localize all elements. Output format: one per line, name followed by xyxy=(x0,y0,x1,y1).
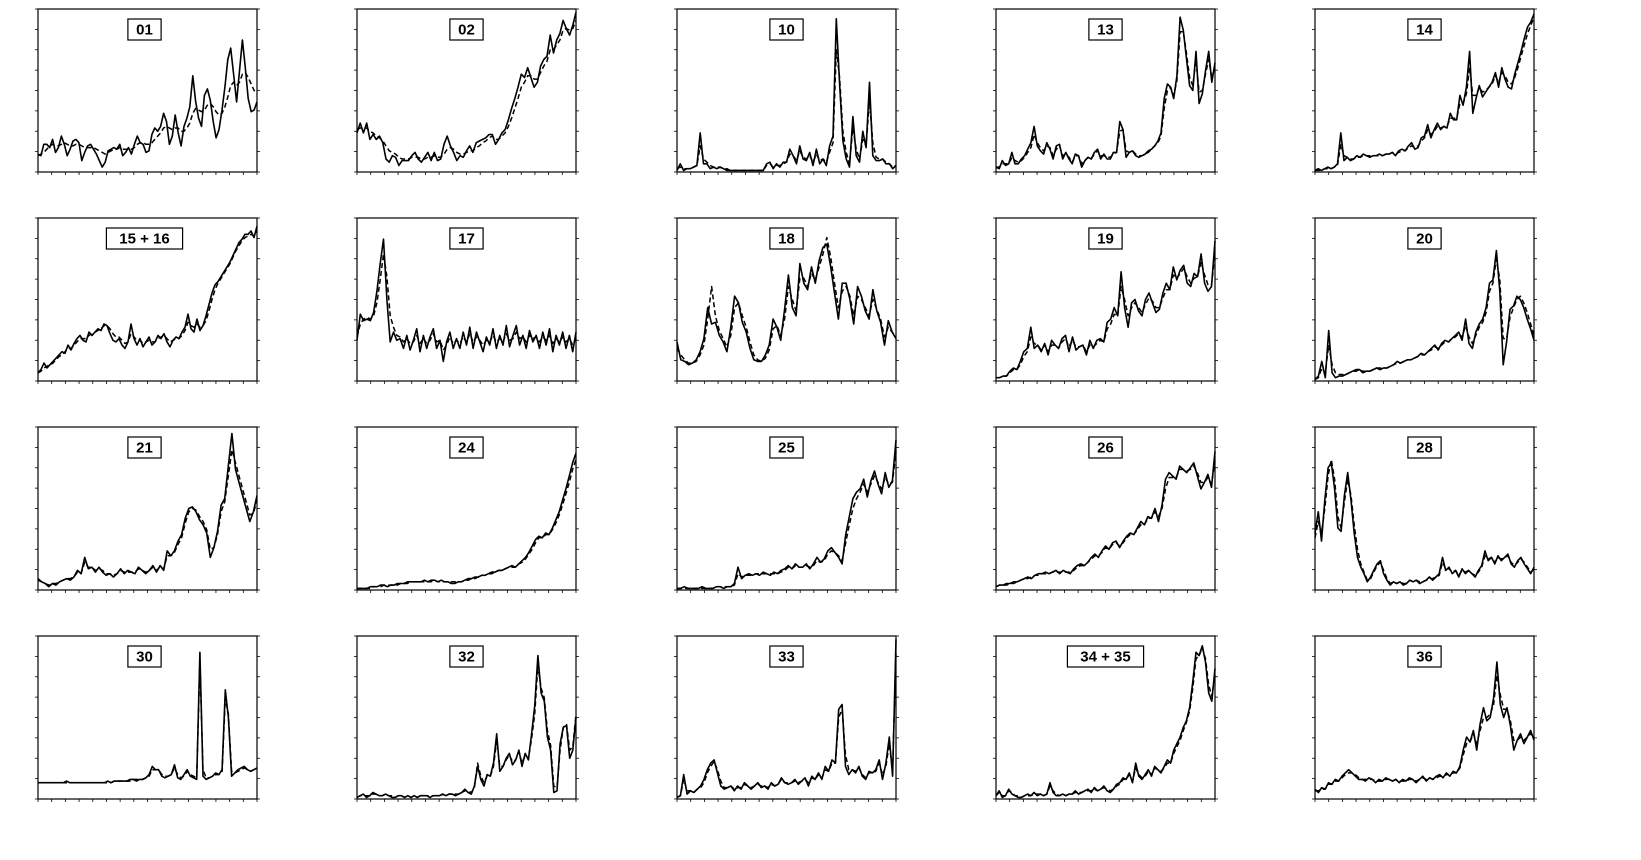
panel-label-box xyxy=(1088,18,1123,41)
chart-panel: 24 xyxy=(354,426,579,593)
chart-panel: 28 xyxy=(1312,426,1537,593)
series-line-dashed xyxy=(356,20,577,160)
chart-panel: 13 xyxy=(993,8,1218,175)
chart-panel: 33 xyxy=(674,635,899,802)
series-line-solid xyxy=(1314,13,1535,172)
panel-label: 32 xyxy=(458,649,475,666)
series-line-dashed xyxy=(1314,258,1535,381)
panel-label: 28 xyxy=(1416,440,1433,457)
series-line-dashed xyxy=(356,253,577,351)
series-line-solid xyxy=(995,451,1216,588)
panel-label: 25 xyxy=(778,440,795,457)
chart-panel: 25 xyxy=(674,426,899,593)
panel-label-box xyxy=(769,436,804,459)
chart-panel: 20 xyxy=(1312,217,1537,384)
panel-label: 36 xyxy=(1416,649,1433,666)
panel-label-box xyxy=(449,436,484,459)
series-line-dashed xyxy=(1315,674,1535,792)
panel-label: 13 xyxy=(1097,22,1114,39)
panel-label-box xyxy=(1407,645,1442,668)
panel-label: 19 xyxy=(1097,231,1114,248)
panel-label-box xyxy=(769,645,804,668)
panel-label-box xyxy=(769,18,804,41)
panel-label: 15 + 16 xyxy=(119,231,169,248)
series-line-dashed xyxy=(995,646,1216,799)
series-line-dashed xyxy=(996,31,1216,168)
series-line-solid xyxy=(356,238,577,363)
series-line-solid xyxy=(676,243,897,366)
panel-label-box xyxy=(449,227,484,250)
series-line-dashed xyxy=(677,451,897,590)
series-line-solid xyxy=(357,452,577,590)
chart-panel: 10 xyxy=(674,8,899,175)
panel-label-box xyxy=(127,645,162,668)
series-line-dashed xyxy=(37,71,258,157)
series-line-dashed xyxy=(676,49,897,172)
chart-panel: 01 xyxy=(35,8,260,175)
panel-label: 24 xyxy=(458,440,475,457)
chart-panel: 17 xyxy=(354,217,579,384)
panel-label: 18 xyxy=(778,231,795,248)
panel-label: 17 xyxy=(458,231,475,248)
panel-label-box xyxy=(1088,227,1123,250)
chart-panel: 14 xyxy=(1312,8,1537,175)
chart-panel: 34 + 35 xyxy=(993,635,1218,802)
chart-panel: 32 xyxy=(354,635,579,802)
chart-panel: 26 xyxy=(993,426,1218,593)
series-line-solid xyxy=(37,225,258,374)
panel-label-box xyxy=(769,227,804,250)
series-line-solid xyxy=(356,12,577,167)
chart-panel: 30 xyxy=(35,635,260,802)
panel-label: 20 xyxy=(1416,231,1433,248)
series-line-solid xyxy=(37,432,258,588)
series-line-dashed xyxy=(996,253,1216,379)
series-line-dashed xyxy=(1315,16,1535,172)
panel-label-box xyxy=(449,18,484,41)
panel-label: 21 xyxy=(136,440,153,457)
panel-label-box xyxy=(1088,436,1123,459)
panel-label-box xyxy=(127,436,162,459)
series-line-dashed xyxy=(995,461,1216,588)
series-line-dashed xyxy=(676,236,897,364)
panel-label: 26 xyxy=(1097,440,1114,457)
panel-label-box xyxy=(127,18,162,41)
panel-label: 02 xyxy=(458,22,475,39)
panel-label: 10 xyxy=(778,22,795,39)
panel-label-box xyxy=(105,227,184,250)
panel-label: 30 xyxy=(136,649,153,666)
panel-label-box xyxy=(1407,18,1442,41)
panel-label: 33 xyxy=(778,649,795,666)
panel-label-box xyxy=(1066,645,1145,668)
chart-panel: 21 xyxy=(35,426,260,593)
series-line-dashed xyxy=(357,459,577,590)
panel-label: 01 xyxy=(136,22,153,39)
series-line-dashed xyxy=(37,449,258,586)
panel-label: 14 xyxy=(1416,22,1433,39)
panel-label-box xyxy=(1407,227,1442,250)
series-line-dashed xyxy=(356,664,577,799)
series-line-dashed xyxy=(38,661,257,784)
series-line-solid xyxy=(37,39,258,168)
chart-panel: 02 xyxy=(354,8,579,175)
chart-panel: 15 + 16 xyxy=(35,217,260,384)
series-line-dashed xyxy=(1314,458,1535,585)
panel-label: 34 + 35 xyxy=(1080,649,1130,666)
series-line-dashed xyxy=(676,652,897,799)
chart-panel: 18 xyxy=(674,217,899,384)
chart-panel: 36 xyxy=(1312,635,1537,802)
panel-label-box xyxy=(1407,436,1442,459)
panel-label-box xyxy=(449,645,484,668)
chart-panel: 19 xyxy=(993,217,1218,384)
series-line-dashed xyxy=(37,230,258,374)
